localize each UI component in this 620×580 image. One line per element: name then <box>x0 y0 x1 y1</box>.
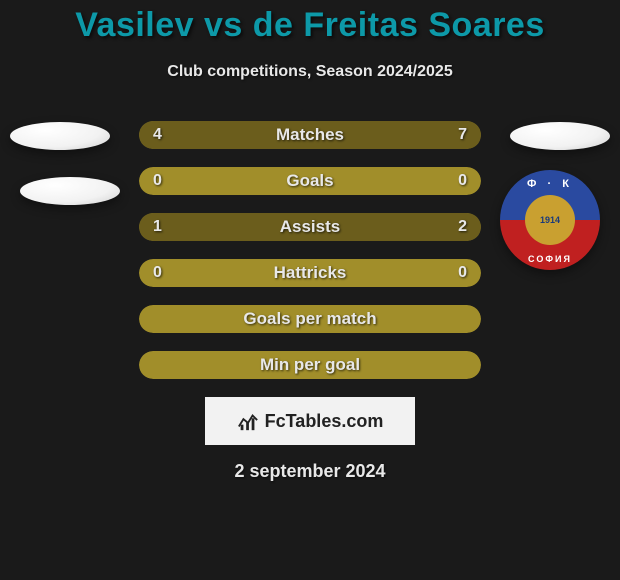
bar-value-right: 2 <box>458 213 467 241</box>
bar-value-right: 0 <box>458 167 467 195</box>
bar-row-goals: 0 Goals 0 <box>139 167 481 195</box>
comparison-card: Vasilev vs de Freitas Soares Club compet… <box>0 0 620 580</box>
watermark-text: FcTables.com <box>265 411 384 432</box>
bar-label: Matches <box>139 121 481 149</box>
watermark: FcTables.com <box>205 397 415 445</box>
bar-value-right: 7 <box>458 121 467 149</box>
bar-label: Min per goal <box>139 351 481 379</box>
bar-row-gpm: Goals per match <box>139 305 481 333</box>
comparison-bars: 4 Matches 7 0 Goals 0 1 Assists 2 0 Hatt… <box>0 121 620 379</box>
page-subtitle: Club competitions, Season 2024/2025 <box>0 63 620 81</box>
page-title: Vasilev vs de Freitas Soares <box>0 6 620 45</box>
bar-label: Assists <box>139 213 481 241</box>
chart-icon <box>237 410 259 432</box>
bar-label: Goals per match <box>139 305 481 333</box>
bar-row-assists: 1 Assists 2 <box>139 213 481 241</box>
snapshot-date: 2 september 2024 <box>0 461 620 482</box>
bar-row-matches: 4 Matches 7 <box>139 121 481 149</box>
bar-label: Goals <box>139 167 481 195</box>
bar-label: Hattricks <box>139 259 481 287</box>
bar-row-hattricks: 0 Hattricks 0 <box>139 259 481 287</box>
bar-row-mpg: Min per goal <box>139 351 481 379</box>
bar-value-right: 0 <box>458 259 467 287</box>
